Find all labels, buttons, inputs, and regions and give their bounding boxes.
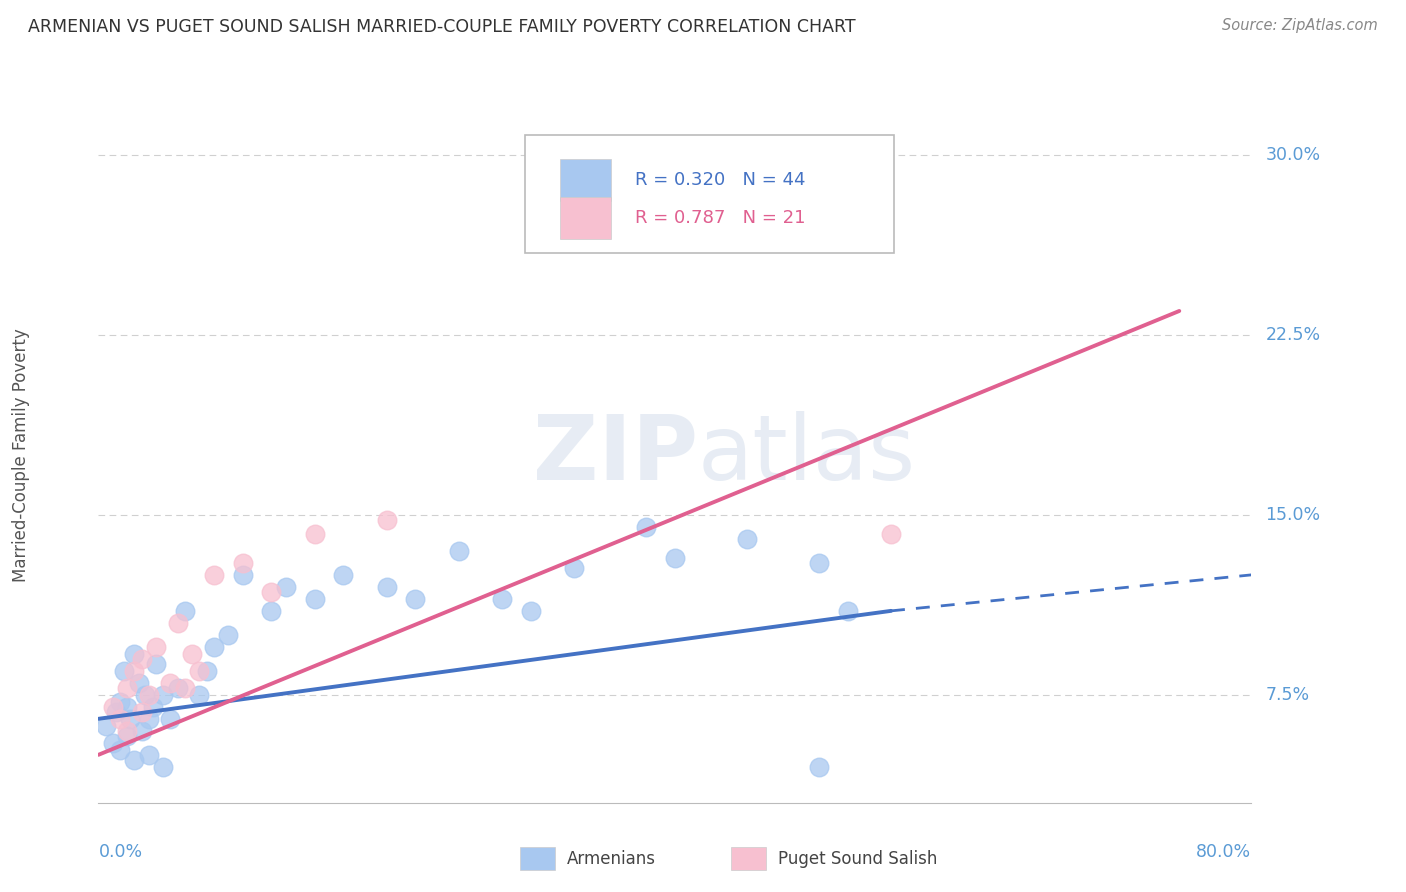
Point (260, 604, 283, 618)
Text: Married-Couple Family Poverty: Married-Couple Family Poverty (13, 328, 30, 582)
Point (117, 681, 138, 695)
Text: Armenians: Armenians (567, 849, 655, 868)
Point (131, 723, 153, 738)
Point (166, 615, 188, 630)
Text: Source: ZipAtlas.com: Source: ZipAtlas.com (1222, 18, 1378, 33)
Text: 15.0%: 15.0% (1265, 506, 1320, 524)
Point (108, 712, 131, 726)
Text: Puget Sound Salish: Puget Sound Salish (778, 849, 936, 868)
Point (124, 664, 146, 678)
Text: 0.0%: 0.0% (98, 843, 142, 861)
Text: ZIP: ZIP (533, 411, 697, 499)
Point (520, 604, 543, 618)
Point (405, 591, 427, 606)
Point (181, 647, 204, 661)
Point (131, 705, 153, 719)
Point (142, 699, 165, 714)
Point (837, 604, 859, 618)
Point (217, 628, 239, 642)
Point (188, 688, 211, 702)
Point (108, 695, 131, 709)
Bar (560, 159, 612, 201)
Text: 80.0%: 80.0% (1197, 843, 1251, 861)
Point (166, 681, 188, 695)
Point (375, 513, 398, 527)
Point (145, 640, 167, 654)
Point (101, 736, 124, 750)
FancyBboxPatch shape (524, 135, 894, 253)
Point (159, 712, 181, 726)
Point (202, 567, 225, 582)
Point (664, 551, 686, 566)
Point (131, 652, 153, 666)
Point (880, 527, 903, 541)
Point (195, 664, 218, 678)
Point (138, 688, 160, 702)
Point (491, 591, 513, 606)
Point (174, 604, 197, 618)
Point (735, 532, 758, 546)
Point (117, 699, 138, 714)
Point (145, 657, 167, 671)
Text: atlas: atlas (697, 411, 917, 499)
Point (120, 712, 142, 726)
Text: ARMENIAN VS PUGET SOUND SALISH MARRIED-COUPLE FAMILY POVERTY CORRELATION CHART: ARMENIAN VS PUGET SOUND SALISH MARRIED-C… (28, 18, 856, 36)
Point (375, 580, 398, 594)
Point (138, 747, 160, 762)
Point (188, 664, 211, 678)
Bar (560, 197, 612, 239)
Point (231, 556, 254, 570)
Point (134, 688, 156, 702)
Point (152, 688, 174, 702)
Point (636, 520, 658, 534)
Point (304, 591, 326, 606)
Point (174, 681, 197, 695)
Text: R = 0.320   N = 44: R = 0.320 N = 44 (634, 171, 806, 189)
Point (260, 584, 283, 599)
Point (117, 729, 138, 743)
Point (231, 567, 254, 582)
Point (807, 760, 830, 774)
Point (124, 647, 146, 661)
Point (274, 580, 297, 594)
Point (101, 699, 124, 714)
Point (104, 705, 127, 719)
Point (592, 232, 614, 246)
Point (108, 743, 131, 757)
Point (447, 544, 470, 558)
Text: 30.0%: 30.0% (1265, 146, 1320, 164)
Point (807, 556, 830, 570)
Point (138, 712, 160, 726)
Point (117, 723, 138, 738)
Point (112, 664, 135, 678)
Point (304, 527, 326, 541)
Text: R = 0.787   N = 21: R = 0.787 N = 21 (634, 210, 806, 227)
Point (124, 753, 146, 767)
Point (202, 640, 225, 654)
Point (128, 676, 150, 690)
Text: 7.5%: 7.5% (1265, 686, 1309, 704)
Point (332, 567, 354, 582)
Point (152, 760, 174, 774)
Point (159, 676, 181, 690)
Text: 22.5%: 22.5% (1265, 326, 1320, 344)
Point (562, 560, 585, 574)
Point (94, 719, 117, 733)
